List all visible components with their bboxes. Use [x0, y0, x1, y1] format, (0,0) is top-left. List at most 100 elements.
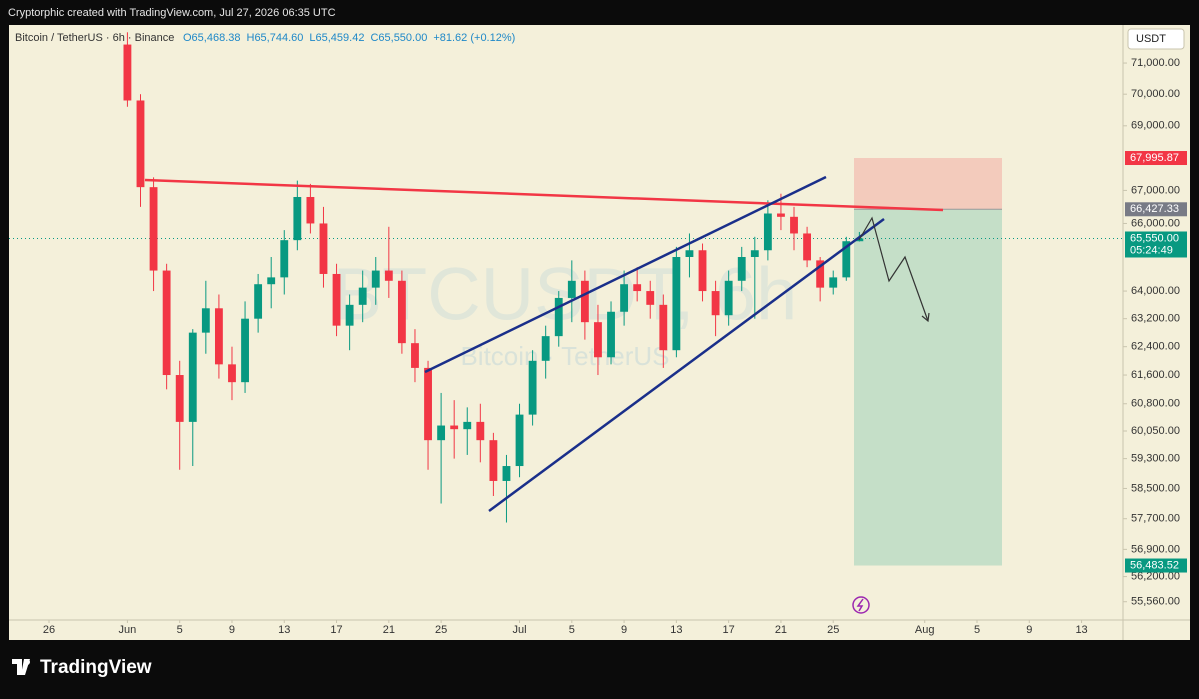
y-tick-label: 57,700.00 [1131, 513, 1180, 525]
ohlc-value: L65,459.42 [309, 32, 364, 44]
x-tick-label: 13 [1075, 624, 1087, 636]
y-tick-label: 63,200.00 [1131, 313, 1180, 325]
candle-body [306, 196, 315, 224]
currency-box [1127, 28, 1185, 50]
price-label-box [1125, 202, 1187, 217]
candle-body [803, 233, 812, 261]
x-tick-label: Aug [915, 624, 935, 636]
y-tick-label: 71,000.00 [1131, 57, 1180, 69]
candle-body [607, 311, 615, 358]
brand-logo-dot [24, 659, 30, 665]
candle-body [672, 257, 681, 351]
currency: USDT [1136, 33, 1166, 45]
x-tick-label: 9 [1026, 624, 1032, 636]
candle-body [580, 280, 589, 323]
candle-body [829, 277, 838, 288]
candle-body [384, 270, 393, 281]
candle-body [123, 44, 132, 101]
x-tick-label: 5 [974, 624, 980, 636]
candle-body [371, 270, 380, 288]
x-tick-label: 25 [435, 624, 447, 636]
y-tick-label: 60,050.00 [1131, 425, 1180, 437]
price-label-box [1125, 558, 1187, 573]
candle-body [476, 421, 485, 441]
target-zone [854, 209, 1002, 566]
channel-lower [488, 217, 885, 513]
candle-body [201, 308, 210, 333]
symbol: Bitcoin / TetherUS · 6h · Binance [15, 32, 174, 44]
y-tick-label: 58,500.00 [1131, 482, 1180, 494]
candle-body [750, 250, 759, 258]
candle-body [463, 421, 472, 430]
event-icon[interactable] [852, 596, 870, 614]
x-tick-label: Jun [119, 624, 137, 636]
candle-body [737, 257, 746, 281]
x-tick-label: 21 [383, 624, 395, 636]
candle-body [489, 440, 498, 481]
ohlc-value: O65,468.38 [183, 32, 241, 44]
y-tick-label: 60,800.00 [1131, 398, 1180, 410]
candle-body [411, 343, 419, 368]
candle-body [241, 318, 249, 383]
channel-upper [424, 175, 827, 374]
candle-body [633, 284, 642, 292]
candle-body [541, 336, 550, 361]
stop-zone [854, 158, 1002, 210]
price-label: 67,995.87 [1130, 152, 1179, 164]
y-tick-label: 61,600.00 [1131, 369, 1180, 381]
candle-body [254, 284, 263, 319]
ohlc-value: H65,744.60 [247, 32, 304, 44]
candle-body [594, 322, 602, 358]
candle-body [162, 270, 171, 376]
countdown: 05:24:49 [1130, 244, 1173, 256]
candle-body [358, 287, 367, 305]
x-tick-label: 21 [775, 624, 787, 636]
projection-arrowhead [921, 312, 930, 323]
ohlc-legend: O65,468.38 H65,744.60 L65,459.42 C65,550.00… [183, 32, 515, 44]
ohlc-value: +81.62 (+0.12%) [433, 32, 515, 44]
x-tick-label: 17 [723, 624, 735, 636]
price-label-box [1125, 231, 1187, 258]
candle-body [711, 291, 720, 316]
candle-body [698, 250, 707, 292]
candle-body [763, 213, 772, 251]
candle-body [502, 466, 511, 481]
candle-body [450, 425, 459, 430]
candle-body [724, 280, 733, 316]
candle-body [424, 367, 432, 441]
y-tick-label: 56,200.00 [1131, 570, 1180, 582]
resistance-line [144, 178, 944, 212]
candle-body [267, 277, 276, 285]
candle-body [790, 216, 798, 234]
watermark: BTCUSDT, 6h [333, 253, 798, 336]
candle-body [777, 213, 785, 217]
candle-body [293, 196, 302, 241]
candle-body [332, 273, 341, 326]
candle-body [554, 297, 563, 337]
candle-body [319, 223, 328, 274]
price-label-box [1125, 151, 1187, 166]
x-tick-label: 25 [827, 624, 839, 636]
x-tick-label: 9 [621, 624, 627, 636]
candle-body [136, 100, 145, 188]
x-tick-label: 13 [278, 624, 290, 636]
projection-path [858, 216, 929, 322]
x-tick-label: Jul [513, 624, 527, 636]
y-tick-label: 67,000.00 [1131, 184, 1180, 196]
y-tick-label: 70,000.00 [1131, 88, 1180, 100]
candle-body [646, 291, 655, 305]
candle-body [188, 332, 197, 422]
price-label: 56,483.52 [1130, 559, 1179, 571]
candle-body [685, 250, 694, 258]
price-label: 66,427.33 [1130, 203, 1179, 215]
x-tick-label: 17 [330, 624, 342, 636]
position-tool [9, 158, 1123, 566]
y-tick-label: 59,300.00 [1131, 453, 1180, 465]
candles [123, 32, 864, 523]
brand: TradingView [40, 657, 152, 678]
x-tick-label: 5 [569, 624, 575, 636]
candle-body [214, 308, 223, 365]
y-tick-label: 56,900.00 [1131, 543, 1180, 555]
credit: Cryptorphic created with TradingView.com… [8, 7, 336, 19]
